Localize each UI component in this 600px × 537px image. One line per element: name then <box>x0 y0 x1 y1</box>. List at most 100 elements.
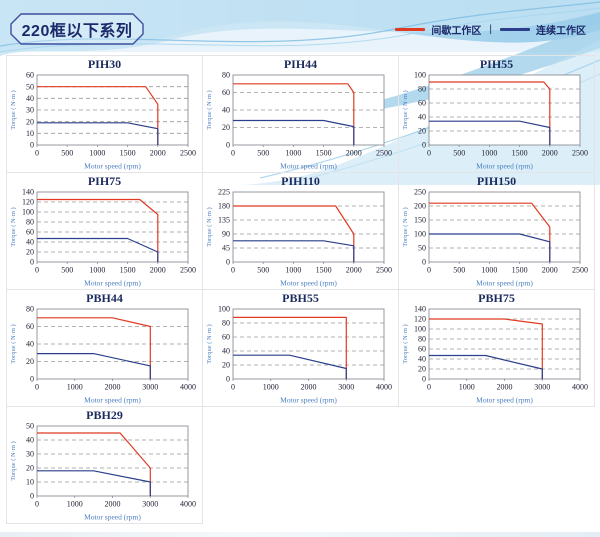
svg-text:20: 20 <box>418 365 426 374</box>
svg-text:500: 500 <box>257 149 269 158</box>
svg-text:0: 0 <box>231 383 235 392</box>
y-axis-label: Torque ( N·m ) <box>10 324 17 363</box>
svg-text:2000: 2000 <box>542 266 558 275</box>
svg-text:140: 140 <box>22 188 34 197</box>
continuous-line-swatch <box>500 27 530 31</box>
chart-cell-PBH29: PBH29 0 10 20 30 40 50 0 1000 2000 3000 4000 Torque … <box>6 406 203 524</box>
x-axis-label: Motor speed (rpm) <box>476 279 533 288</box>
svg-text:1000: 1000 <box>481 266 497 275</box>
chart-cell-PBH44: PBH44 0 20 40 60 80 0 1000 2000 3000 4000 Torque ( … <box>6 289 203 407</box>
chart-cell-PIH110: PIH110 0 45 90 135 180 225 0 500 1000 1500 2000 2500… <box>202 172 399 290</box>
svg-text:1000: 1000 <box>67 500 83 509</box>
svg-text:80: 80 <box>26 305 34 314</box>
chart-cell-PIH30: PIH30 0 10 20 30 40 50 60 0 500 1000 1500 2000 2500 To… <box>6 55 203 173</box>
svg-text:60: 60 <box>222 88 230 97</box>
chart-cell-PBH75: PBH75 0 20 40 60 80 100 120 140 0 1000 2000 3000 4000… <box>398 289 595 407</box>
chart-title: PBH75 <box>478 291 515 305</box>
svg-text:1000: 1000 <box>459 383 475 392</box>
svg-text:2000: 2000 <box>346 266 362 275</box>
svg-text:0: 0 <box>422 258 426 267</box>
svg-text:2500: 2500 <box>572 149 588 158</box>
svg-text:2000: 2000 <box>150 266 166 275</box>
torque-speed-plot: 0 20 40 60 80 0 1000 2000 3000 4000 Torque ( N·m )… <box>10 305 196 405</box>
svg-text:20: 20 <box>26 248 34 257</box>
svg-text:1500: 1500 <box>512 149 528 158</box>
svg-text:0: 0 <box>30 492 34 501</box>
svg-text:100: 100 <box>22 208 34 217</box>
torque-speed-plot: 0 45 90 135 180 225 0 500 1000 1500 2000 2500 Torque… <box>206 188 392 288</box>
torque-speed-plot: 0 10 20 30 40 50 0 1000 2000 3000 4000 Torque ( N·m… <box>10 422 196 522</box>
svg-text:0: 0 <box>226 258 230 267</box>
svg-text:500: 500 <box>257 266 269 275</box>
svg-text:20: 20 <box>222 361 230 370</box>
svg-text:0: 0 <box>35 500 39 509</box>
svg-text:90: 90 <box>222 230 230 239</box>
chart-title: PIH44 <box>283 57 318 71</box>
svg-text:3000: 3000 <box>534 383 550 392</box>
svg-text:1000: 1000 <box>263 383 279 392</box>
svg-text:80: 80 <box>418 85 426 94</box>
svg-text:30: 30 <box>26 450 34 459</box>
series-line <box>233 354 347 379</box>
svg-text:0: 0 <box>30 258 34 267</box>
svg-text:3000: 3000 <box>142 383 158 392</box>
legend-separator: | <box>489 23 492 35</box>
y-axis-label: Torque ( N·m ) <box>206 324 213 363</box>
chart-cell-PBH55: PBH55 0 20 40 60 80 100 0 1000 2000 3000 4000 Torque… <box>202 289 399 407</box>
svg-text:0: 0 <box>231 266 235 275</box>
svg-text:45: 45 <box>222 244 230 253</box>
svg-text:40: 40 <box>26 340 34 349</box>
svg-text:60: 60 <box>418 99 426 108</box>
svg-text:2500: 2500 <box>572 266 588 275</box>
svg-text:3000: 3000 <box>338 383 354 392</box>
svg-text:180: 180 <box>218 202 230 211</box>
chart-grid: PIH30 0 10 20 30 40 50 60 0 500 1000 1500 2000 2500 To… <box>6 55 595 524</box>
svg-text:120: 120 <box>414 315 426 324</box>
svg-text:10: 10 <box>26 129 34 138</box>
svg-text:60: 60 <box>26 71 34 80</box>
chart-title: PIH30 <box>87 57 122 71</box>
svg-text:40: 40 <box>222 347 230 356</box>
torque-speed-plot: 0 20 40 60 80 0 500 1000 1500 2000 2500 Torque ( N·… <box>206 71 392 171</box>
y-axis-label: Torque ( N·m ) <box>206 207 213 246</box>
chart-title: PIH150 <box>476 174 517 188</box>
chart-title: PIH75 <box>87 174 122 188</box>
svg-text:20: 20 <box>418 127 426 136</box>
svg-text:100: 100 <box>414 230 426 239</box>
footer-strip <box>0 532 600 537</box>
svg-text:0: 0 <box>35 383 39 392</box>
svg-text:1500: 1500 <box>512 266 528 275</box>
chart-title: PBH29 <box>86 408 123 422</box>
svg-text:50: 50 <box>418 244 426 253</box>
svg-text:10: 10 <box>26 478 34 487</box>
chart-cell-PIH150: PIH150 0 50 100 150 200 250 0 500 1000 1500 2000 250… <box>398 172 595 290</box>
svg-text:60: 60 <box>26 322 34 331</box>
svg-text:225: 225 <box>218 188 230 197</box>
svg-text:2000: 2000 <box>542 149 558 158</box>
svg-text:500: 500 <box>453 266 465 275</box>
y-axis-label: Torque ( N·m ) <box>10 90 17 129</box>
svg-text:1000: 1000 <box>89 266 105 275</box>
page-title-box: 220框以下系列 <box>10 13 144 45</box>
svg-text:0: 0 <box>226 141 230 150</box>
series-line <box>429 354 543 379</box>
x-axis-label: Motor speed (rpm) <box>280 279 337 288</box>
y-axis-label: Torque ( N·m ) <box>206 90 213 129</box>
svg-text:2000: 2000 <box>150 149 166 158</box>
svg-text:0: 0 <box>427 149 431 158</box>
svg-text:200: 200 <box>414 202 426 211</box>
series-line <box>37 198 159 262</box>
svg-text:40: 40 <box>418 355 426 364</box>
svg-text:40: 40 <box>26 436 34 445</box>
svg-text:4000: 4000 <box>376 383 392 392</box>
legend: 间歇工作区 | 连续工作区 <box>395 22 586 37</box>
series-line <box>37 317 151 379</box>
y-axis-label: Torque ( N·m ) <box>402 90 409 129</box>
svg-text:20: 20 <box>26 117 34 126</box>
series-line <box>37 237 159 262</box>
svg-text:4000: 4000 <box>180 500 196 509</box>
series-line <box>37 352 151 379</box>
